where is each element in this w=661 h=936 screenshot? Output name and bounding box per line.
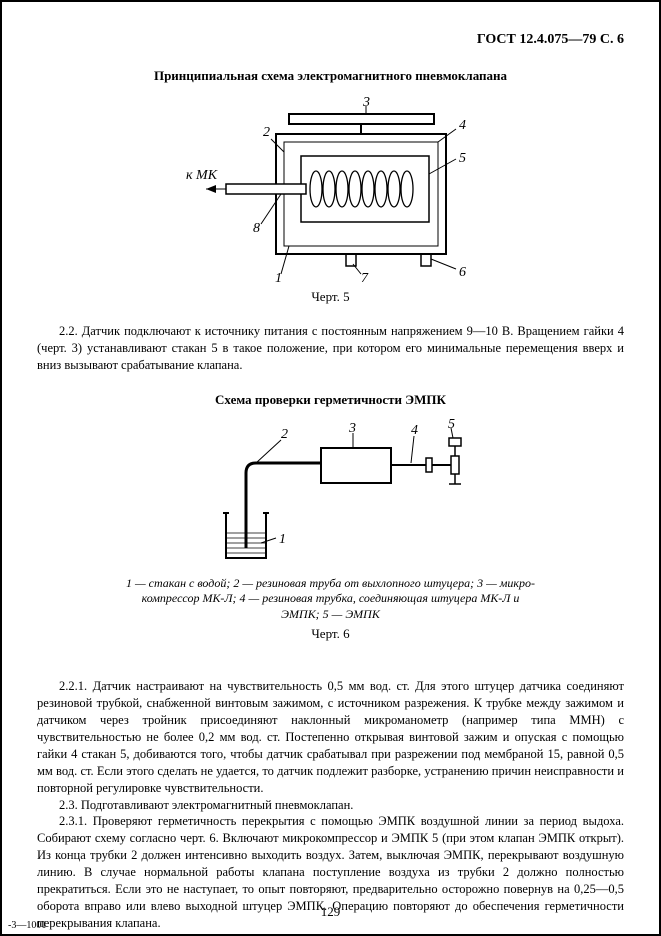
paragraph-2-3: 2.3. Подготавливают электромагнитный пне…: [37, 797, 624, 814]
fig2-l4: 4: [411, 423, 418, 438]
figure2: 1 2 3 4 5: [37, 418, 624, 568]
fig1-l7: 7: [361, 271, 369, 284]
fig2-legend-3: ЭМПК; 5 — ЭМПК: [281, 607, 380, 621]
fig1-l4: 4: [459, 118, 466, 133]
fig1-mk-label: к МК: [186, 168, 218, 183]
fig1-l8: 8: [253, 221, 260, 236]
fig2-l2: 2: [281, 427, 288, 442]
figure2-svg: 1 2 3 4 5: [171, 418, 491, 568]
fig2-l3: 3: [348, 421, 356, 436]
figure1-caption: Черт. 5: [37, 289, 624, 305]
figure1-title: Принципиальная схема электромагнитного п…: [37, 68, 624, 84]
fig2-l5: 5: [448, 418, 455, 432]
fig1-l2: 2: [263, 125, 270, 140]
figure1-svg: к МК 2 3 4 5 6 7 1 8: [171, 94, 491, 284]
fig1-l5: 5: [459, 151, 466, 166]
paragraph-2-2-1: 2.2.1. Датчик настраивают на чувствитель…: [37, 678, 624, 796]
fig1-l6: 6: [459, 265, 466, 280]
figure2-caption: Черт. 6: [37, 626, 624, 642]
fig1-l1: 1: [275, 271, 282, 284]
footer-code: -3—1001: [8, 920, 46, 931]
page-number: 129: [2, 904, 659, 920]
figure2-title: Схема проверки герметичности ЭМПК: [37, 392, 624, 408]
paragraph-2-2: 2.2. Датчик подключают к источнику питан…: [37, 323, 624, 374]
fig2-legend-2: компрессор МК-Л; 4 — резиновая трубка, с…: [142, 591, 520, 605]
fig2-l1: 1: [279, 532, 286, 547]
figure1: к МК 2 3 4 5 6 7 1 8: [37, 94, 624, 284]
figure2-legend: 1 — стакан с водой; 2 — резиновая труба …: [91, 576, 571, 623]
fig1-l3: 3: [362, 95, 370, 110]
fig2-legend-1: 1 — стакан с водой; 2 — резиновая труба …: [126, 576, 535, 590]
page-header: ГОСТ 12.4.075—79 С. 6: [37, 32, 624, 48]
